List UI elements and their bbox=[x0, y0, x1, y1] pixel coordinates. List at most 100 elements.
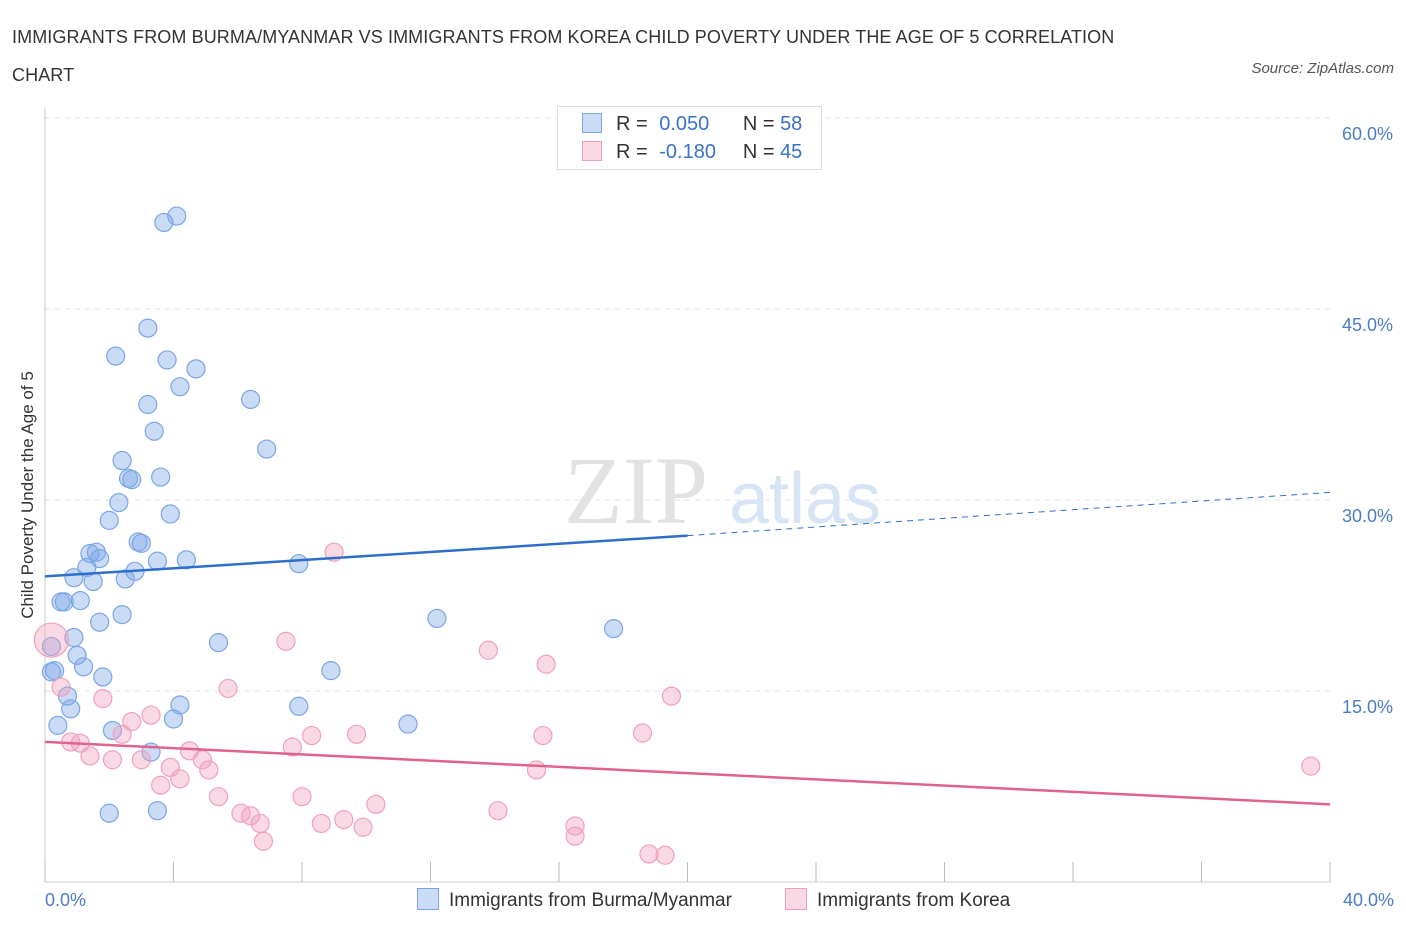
y-tick-labels: 15.0% 30.0% 45.0% 60.0% bbox=[1342, 124, 1393, 717]
korea-point bbox=[199, 760, 219, 780]
burma-point bbox=[112, 450, 132, 471]
burma-point bbox=[90, 548, 110, 569]
korea-point bbox=[488, 801, 508, 821]
korea-point bbox=[33, 622, 70, 658]
source-label: Source: ZipAtlas.com bbox=[1251, 60, 1394, 77]
korea-point bbox=[276, 631, 296, 651]
korea-point bbox=[639, 844, 659, 864]
korea-point bbox=[93, 689, 113, 709]
burma-point bbox=[157, 350, 177, 370]
korea-point bbox=[131, 750, 151, 770]
korea-point bbox=[655, 845, 675, 865]
burma-point bbox=[604, 619, 624, 639]
burma-point bbox=[112, 604, 132, 625]
legend-item-burma: Immigrants from Burma/Myanmar bbox=[417, 888, 732, 912]
burma-point bbox=[61, 699, 81, 719]
r-label: R = bbox=[616, 141, 648, 163]
x-tick-label-max: 40.0% bbox=[1342, 890, 1394, 910]
y-tick-label: 60.0% bbox=[1342, 124, 1393, 144]
watermark: ZIP atlas bbox=[564, 437, 881, 544]
korea-point bbox=[366, 794, 386, 814]
burma-point bbox=[41, 662, 62, 682]
korea-point bbox=[141, 705, 161, 725]
burma-point bbox=[138, 394, 158, 415]
x-tick-label-min: 0.0% bbox=[45, 890, 87, 910]
legend-swatch-korea bbox=[785, 888, 807, 910]
stats-swatch-korea bbox=[582, 141, 602, 161]
burma-point bbox=[70, 590, 90, 611]
burma-trend-line bbox=[44, 534, 688, 578]
legend-label-korea: Immigrants from Korea bbox=[817, 890, 1011, 911]
korea-point bbox=[292, 787, 312, 807]
axes bbox=[44, 108, 1331, 883]
korea-point bbox=[311, 813, 331, 834]
burma-trend-extension bbox=[687, 491, 1331, 537]
korea-point bbox=[170, 769, 190, 789]
burma-point bbox=[122, 470, 142, 490]
y-tick-label: 45.0% bbox=[1342, 315, 1393, 335]
y-tick-label: 30.0% bbox=[1342, 506, 1393, 526]
burma-point bbox=[144, 421, 164, 441]
korea-point bbox=[1301, 756, 1321, 776]
burma-point bbox=[99, 803, 119, 823]
korea-point bbox=[241, 806, 261, 826]
legend-item-korea: Immigrants from Korea bbox=[785, 888, 1010, 912]
n-label: N = bbox=[742, 141, 775, 163]
korea-point bbox=[334, 810, 354, 830]
burma-point bbox=[147, 801, 168, 821]
stats-row-korea: R = -0.180 N = 45 bbox=[582, 138, 802, 166]
korea-point bbox=[632, 723, 653, 743]
burma-point bbox=[427, 608, 447, 629]
burma-point bbox=[170, 695, 190, 715]
korea-point bbox=[661, 686, 682, 706]
korea-point bbox=[347, 724, 367, 744]
korea-point bbox=[565, 826, 585, 846]
burma-point bbox=[73, 657, 94, 677]
korea-point bbox=[282, 737, 302, 757]
burma-point bbox=[208, 633, 229, 653]
burma-point bbox=[54, 592, 74, 612]
burma-point bbox=[109, 492, 129, 513]
grid-lines bbox=[45, 117, 1330, 692]
r-value: 0.050 bbox=[659, 113, 710, 135]
n-label: N = bbox=[742, 113, 775, 135]
stats-row-burma: R = 0.050 N = 58 bbox=[582, 110, 802, 138]
y-tick-label: 15.0% bbox=[1342, 697, 1393, 717]
burma-point bbox=[241, 389, 261, 410]
burma-point bbox=[93, 667, 113, 687]
stats-box: R = 0.050 N = 58 R = -0.180 N = 45 bbox=[557, 106, 822, 170]
korea-point bbox=[151, 775, 171, 795]
burma-point bbox=[160, 504, 180, 524]
burma-point bbox=[83, 571, 103, 592]
chart-title: IMMIGRANTS FROM BURMA/MYANMAR VS IMMIGRA… bbox=[12, 27, 1115, 85]
korea-point bbox=[533, 725, 553, 746]
burma-point bbox=[186, 359, 206, 379]
korea-point bbox=[526, 760, 547, 780]
korea-point bbox=[51, 677, 71, 697]
korea-point bbox=[302, 725, 322, 746]
korea-point bbox=[536, 654, 556, 674]
burma-point bbox=[147, 551, 168, 571]
burma-point bbox=[163, 709, 184, 729]
burma-point bbox=[106, 346, 126, 366]
burma-point bbox=[128, 532, 148, 552]
korea-point bbox=[250, 813, 270, 834]
burma-point bbox=[167, 206, 187, 226]
burma-point bbox=[45, 661, 65, 681]
korea-point bbox=[478, 640, 498, 660]
n-value: 58 bbox=[780, 113, 803, 135]
burma-point bbox=[176, 550, 196, 570]
korea-point bbox=[208, 787, 229, 807]
r-label: R = bbox=[616, 113, 648, 135]
korea-point bbox=[565, 816, 585, 836]
burma-point bbox=[289, 696, 309, 716]
burma-point bbox=[48, 715, 68, 735]
burma-point bbox=[131, 533, 151, 553]
burma-point bbox=[151, 467, 171, 487]
korea-point bbox=[253, 831, 274, 851]
korea-point bbox=[218, 678, 238, 699]
korea-trend-line bbox=[44, 740, 1331, 806]
burma-point bbox=[90, 612, 110, 632]
burma-point bbox=[115, 569, 135, 589]
